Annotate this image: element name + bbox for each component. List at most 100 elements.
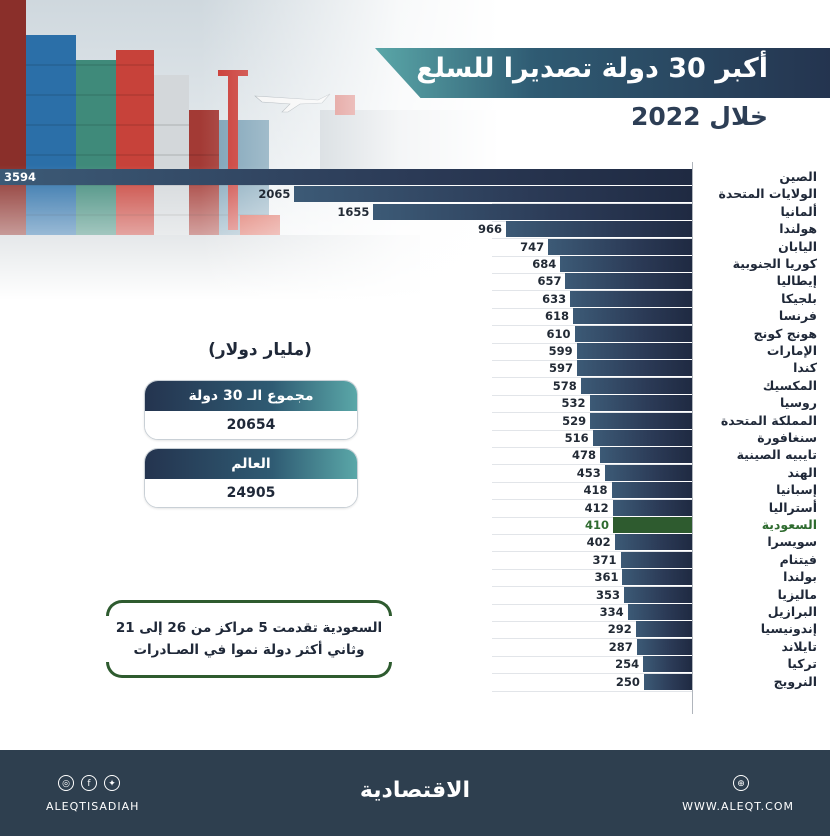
- bar: [373, 203, 692, 220]
- bar: [613, 517, 692, 533]
- category-label: بلجيكا: [781, 290, 817, 306]
- data-label: 410: [585, 518, 610, 532]
- category-label: ماليزيا: [777, 586, 817, 602]
- bar: [614, 534, 692, 551]
- category-label: هولندا: [779, 221, 817, 237]
- bar: [612, 499, 692, 516]
- instagram-icon[interactable]: ◎: [58, 775, 74, 791]
- total30-card: مجموع الـ 30 دولة 20654: [144, 380, 358, 440]
- category-label: تايلاند: [781, 638, 818, 654]
- bar: [573, 308, 692, 325]
- data-label: 250: [615, 674, 640, 689]
- axis-line: [692, 162, 693, 714]
- data-label: 334: [599, 605, 624, 619]
- bar: [643, 656, 692, 673]
- category-label: أستراليا: [768, 499, 817, 515]
- category-label: المملكة المتحدة: [720, 412, 817, 428]
- row-separator: [492, 638, 692, 640]
- category-label: إيطاليا: [776, 273, 817, 289]
- world-value: 24905: [145, 479, 357, 507]
- data-label: 1655: [337, 204, 370, 219]
- category-label: سويسرا: [767, 534, 817, 550]
- data-label: 371: [592, 552, 617, 567]
- bar: [560, 256, 692, 272]
- bar: [592, 430, 692, 446]
- row-separator: [492, 586, 692, 588]
- data-label: 610: [546, 326, 571, 341]
- data-label: 529: [562, 413, 587, 428]
- bar: [565, 273, 692, 290]
- bar: [570, 290, 692, 307]
- category-label: هونج كونج: [753, 325, 817, 341]
- facebook-icon[interactable]: f: [81, 775, 97, 791]
- category-label: تركيا: [787, 656, 817, 672]
- data-label: 3594: [4, 170, 37, 184]
- bar: [599, 447, 692, 464]
- bar: [635, 621, 692, 638]
- data-label: 402: [586, 535, 611, 550]
- bar: [0, 169, 692, 185]
- row-separator: [492, 447, 692, 448]
- row-separator: [492, 673, 692, 675]
- social-handle[interactable]: ALEQTISADIAH: [46, 800, 140, 813]
- row-separator: [492, 551, 692, 553]
- data-label: 597: [549, 361, 574, 376]
- category-label: البرازيل: [767, 604, 817, 619]
- category-label: بولندا: [783, 569, 817, 585]
- data-label: 618: [544, 309, 569, 324]
- bar: [624, 586, 692, 603]
- category-label: السعودية: [761, 517, 817, 532]
- data-label: 418: [583, 483, 608, 498]
- row-separator: [492, 464, 692, 466]
- category-label: فرنسا: [778, 308, 817, 324]
- row-separator: [492, 603, 692, 605]
- data-label: 599: [548, 344, 573, 358]
- bar: [643, 673, 692, 690]
- category-label: تايبيه الصينية: [736, 447, 817, 463]
- category-label: إسبانيا: [776, 482, 817, 498]
- row-separator: [492, 499, 692, 501]
- brand-logo: الاقتصادية: [359, 778, 471, 803]
- data-label: 353: [596, 587, 621, 602]
- bar: [590, 412, 692, 429]
- data-label: 478: [571, 448, 596, 463]
- category-label: سنغافورة: [757, 430, 817, 445]
- website-icon[interactable]: ⊕: [733, 775, 749, 791]
- bar: [580, 377, 692, 394]
- category-label: كوريا الجنوبية: [732, 256, 817, 271]
- unit-label: (مليار دولار): [208, 340, 312, 360]
- total30-label: مجموع الـ 30 دولة: [145, 381, 357, 411]
- bar: [627, 604, 692, 620]
- note-line1: السعودية تقدمت 5 مراكز من 26 إلى 21: [115, 620, 383, 636]
- category-label: الولايات المتحدة: [718, 186, 818, 202]
- hero-photo: [0, 0, 500, 300]
- category-label: اليابان: [778, 238, 817, 254]
- chart-title: أكبر 30 دولة تصديرا للسلع: [416, 53, 768, 84]
- bar: [604, 464, 692, 481]
- category-label: الصين: [779, 169, 817, 184]
- bar: [620, 551, 692, 568]
- twitter-icon[interactable]: ✦: [104, 775, 120, 791]
- bar: [574, 325, 692, 342]
- data-label: 532: [561, 396, 586, 411]
- row-separator: [492, 690, 692, 692]
- bar: [294, 186, 692, 203]
- data-label: 684: [532, 257, 557, 271]
- note-box: [106, 600, 392, 678]
- data-label: 516: [564, 431, 589, 445]
- category-label: إندونيسيا: [760, 621, 817, 637]
- data-label: 287: [608, 639, 633, 654]
- category-label: المكسيك: [762, 377, 817, 393]
- data-label: 966: [477, 222, 502, 237]
- bar: [622, 569, 692, 586]
- data-label: 747: [520, 239, 545, 254]
- data-label: 2065: [258, 187, 291, 202]
- website-link[interactable]: WWW.ALEQT.COM: [682, 800, 794, 813]
- data-label: 412: [584, 500, 609, 515]
- world-card: العالم 24905: [144, 448, 358, 508]
- world-label: العالم: [145, 449, 357, 479]
- bar: [636, 638, 692, 655]
- row-separator: [492, 534, 692, 535]
- category-label: كندا: [793, 360, 817, 376]
- row-separator: [492, 655, 692, 657]
